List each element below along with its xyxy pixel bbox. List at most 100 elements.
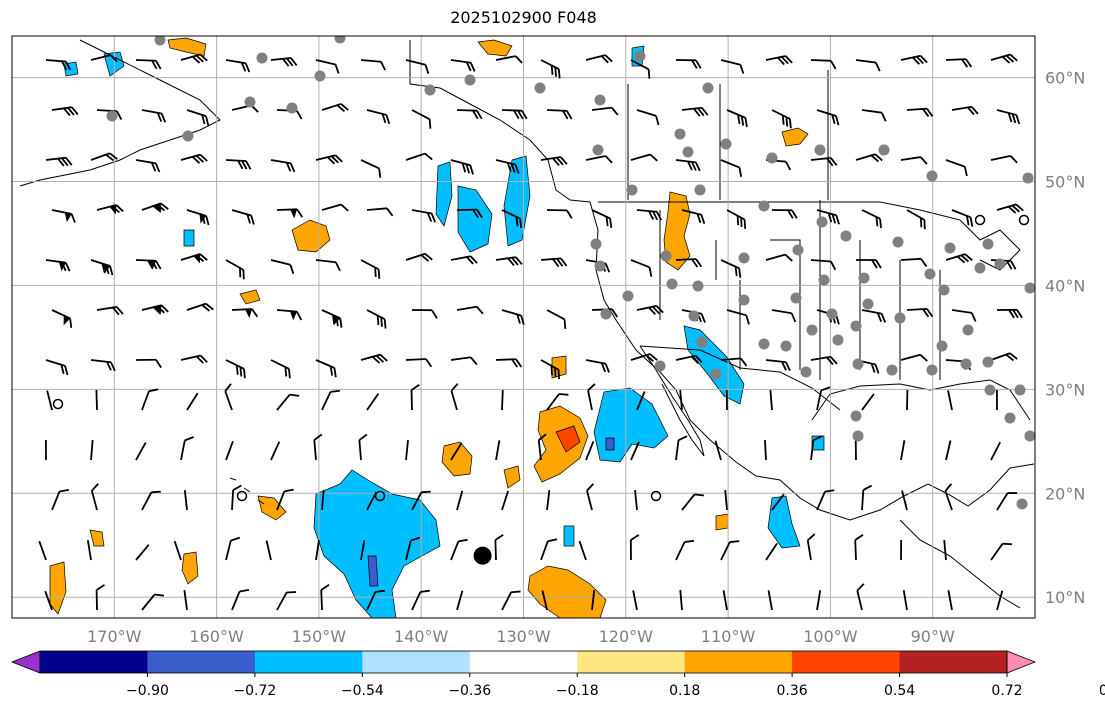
colorbar-segment [899,651,1008,673]
lon-tick-label: 150°W [292,627,347,646]
colorbar-extend-low [10,650,41,674]
station-dot [758,338,770,350]
wind-barb [679,589,683,611]
station-dot [984,384,996,396]
wind-barb [765,359,791,372]
negative-anomaly-region [767,495,801,549]
calm-wind-circle [52,398,64,410]
wind-barb [231,484,242,511]
lon-tick-label: 110°W [701,627,756,646]
wind-barb [764,439,767,461]
station-dot [1024,430,1035,442]
shaded-field [49,37,825,618]
negative-anomaly-region [183,229,195,247]
station-dot [886,364,898,376]
wind-barb [578,540,587,561]
wind-barb [45,359,69,376]
wind-barb [495,440,501,461]
wind-barb [495,256,523,267]
wind-barb [906,209,926,230]
station-dot [286,102,298,114]
wind-barb [366,109,391,125]
wind-barb [321,389,340,411]
wind-barb [861,393,875,411]
station-dot [314,70,326,82]
station-dot [780,340,792,352]
colorbar-segment [254,651,363,673]
colorbar-tick-label: 0.72 [991,683,1022,699]
wind-barb [630,441,640,461]
wind-barb [630,59,651,79]
station-dot [936,340,948,352]
wind-barb [900,156,928,165]
positive-anomaly-region [555,425,581,453]
station-dot [1022,172,1034,184]
wind-barb [321,203,349,212]
wind-barb [947,390,953,411]
colorbar-tick-label: 0.18 [669,683,700,699]
wind-barb [636,109,660,126]
station-dot [924,268,936,280]
wind-barb [90,483,99,511]
station-dot [590,238,602,250]
wind-barb [540,538,558,561]
wind-barb [585,359,610,373]
wind-barb [313,433,323,461]
wind-barb [861,209,882,229]
colorbar: −0.90 −0.72 −0.54 −0.36 −0.18 0.18 0.36 0.54 0.7… [10,650,1105,699]
calm-wind-circle [974,214,986,226]
lat-tick-label: 20°N [1045,484,1085,503]
wind-barb [180,354,208,364]
wind-barb [90,152,118,162]
wind-barb [270,57,298,67]
wind-barb [225,359,246,379]
wind-barb [900,353,928,362]
wind-barb [945,253,973,264]
wind-barb [630,259,653,277]
station-dot [592,144,604,156]
wind-barb [855,153,883,163]
wind-barb [726,109,748,128]
station-dot [534,82,546,94]
station-dot [800,366,812,378]
positive-anomaly-region [533,405,589,483]
wind-barb [450,59,476,72]
station-dot [256,52,268,64]
wind-barb [405,252,433,262]
colorbar-tick-label: −0.90 [126,683,169,699]
wind-barb [135,544,150,561]
wind-barb [270,359,291,379]
wind-barb [225,259,245,280]
wind-barb [990,155,1018,164]
station-dot [654,360,666,372]
wind-barb [900,54,928,65]
wind-barb [675,539,695,561]
wind-barb [902,590,908,611]
wind-barb [675,435,688,461]
wind-barb [585,54,613,64]
wind-barb [996,203,1024,214]
wind-barb [726,309,750,325]
wind-barb [231,308,259,319]
wind-barb [675,258,703,268]
wind-barb [951,209,974,227]
wind-barb [501,389,504,411]
wind-barb [180,436,194,461]
wind-barb [990,542,1013,561]
wind-barb [315,154,343,165]
negative-anomaly-region [605,437,615,451]
longitude-labels: 170°W 160°W 150°W 140°W 130°W 120°W 110°W 100°W… [87,627,955,646]
station-dot [962,324,974,336]
colorbar-tick-label: 0.36 [777,683,808,699]
wind-barb [900,440,906,461]
wind-barb [456,109,483,120]
wind-barb [315,259,341,272]
wind-barb [540,156,568,166]
wind-barb [186,302,214,312]
wind-barb [411,309,438,319]
coastlines [19,39,1035,609]
station-dot [688,310,700,322]
negative-anomaly-region [563,525,575,547]
station-dot [832,334,844,346]
wind-barb [996,590,1004,611]
